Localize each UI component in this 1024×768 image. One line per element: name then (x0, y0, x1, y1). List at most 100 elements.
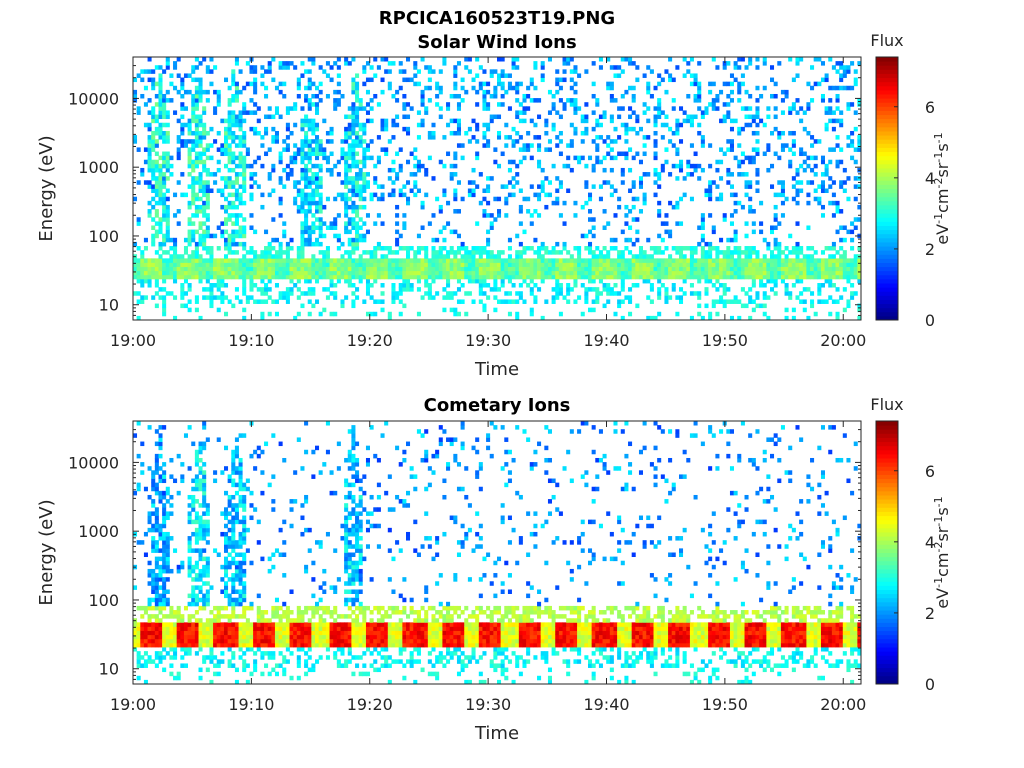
heatmap-cell (606, 262, 611, 267)
heatmap-cell (482, 283, 487, 288)
heatmap-cell (664, 291, 669, 296)
heatmap-cell (486, 241, 491, 247)
heatmap-cell (249, 266, 254, 272)
heatmap-cell (355, 139, 360, 144)
heatmap-cell (464, 311, 469, 317)
heatmap-cell (264, 258, 269, 263)
heatmap-cell (176, 622, 181, 627)
heatmap-cell (318, 89, 323, 95)
heatmap-cell (165, 233, 170, 239)
heatmap-cell (147, 626, 152, 631)
heatmap-cell (158, 573, 163, 578)
heatmap-cell (751, 221, 756, 226)
heatmap-cell (198, 626, 203, 631)
heatmap-cell (824, 274, 829, 280)
heatmap-cell (733, 246, 738, 251)
heatmap-cell (202, 630, 207, 636)
heatmap-cell (194, 622, 199, 627)
heatmap-cell (831, 110, 836, 115)
heatmap-cell (183, 258, 188, 263)
heatmap-cell (216, 270, 221, 276)
heatmap-cell (365, 61, 370, 66)
heatmap-cell (719, 118, 724, 124)
heatmap-cell (304, 274, 309, 280)
heatmap-cell (387, 311, 392, 317)
heatmap-cell (402, 278, 407, 284)
heatmap-cell (143, 246, 148, 251)
heatmap-cell (431, 254, 436, 259)
heatmap-cell (475, 266, 480, 272)
heatmap-cell (791, 196, 796, 202)
heatmap-cell (191, 593, 196, 599)
heatmap-cell (362, 69, 367, 74)
heatmap-cell (333, 283, 338, 288)
heatmap-cell (154, 81, 159, 87)
heatmap-cell (260, 65, 265, 70)
heatmap-cell (194, 548, 199, 553)
heatmap-cell (143, 266, 148, 272)
heatmap-cell (176, 135, 181, 140)
heatmap-cell (471, 270, 476, 276)
heatmap-cell (365, 262, 370, 267)
heatmap-cell (737, 266, 742, 272)
heatmap-cell (555, 270, 560, 276)
heatmap-cell (511, 262, 516, 267)
heatmap-cell (264, 126, 269, 132)
heatmap-cell (311, 196, 316, 202)
heatmap-cell (133, 266, 138, 272)
heatmap-cell (435, 266, 440, 272)
heatmap-cell (325, 159, 330, 165)
heatmap-cell (533, 274, 538, 280)
heatmap-cell (500, 151, 505, 157)
heatmap-cell (205, 266, 210, 272)
heatmap-cell (631, 262, 636, 267)
heatmap-cell (158, 65, 163, 70)
heatmap-cell (613, 73, 618, 78)
heatmap-cell (194, 585, 199, 590)
heatmap-cell (522, 155, 527, 161)
colorbar-segment (876, 151, 898, 157)
heatmap-cell (194, 307, 199, 313)
heatmap-cell (347, 266, 352, 272)
heatmap-cell (424, 192, 429, 198)
heatmap-cell (231, 180, 236, 185)
heatmap-cell (380, 77, 385, 83)
heatmap-cell (471, 254, 476, 259)
heatmap-cell (693, 77, 698, 83)
heatmap-cell (336, 159, 341, 165)
heatmap-cell (828, 176, 833, 181)
heatmap-cell (755, 147, 760, 152)
heatmap-cell (689, 196, 694, 202)
heatmap-cell (679, 262, 684, 267)
heatmap-cell (518, 81, 523, 87)
heatmap-cell (271, 258, 276, 263)
heatmap-cell (311, 102, 316, 107)
heatmap-cell (216, 266, 221, 272)
heatmap-cell (820, 77, 825, 83)
heatmap-cell (158, 490, 163, 496)
heatmap-cell (158, 601, 163, 607)
heatmap-cell (136, 274, 141, 280)
heatmap-cell (198, 536, 203, 541)
heatmap-cell (169, 605, 174, 611)
heatmap-cell (398, 274, 403, 280)
heatmap-cell (158, 254, 163, 259)
heatmap-cell (751, 250, 756, 255)
heatmap-cell (631, 126, 636, 132)
heatmap-cell (737, 126, 742, 132)
heatmap-cell (675, 163, 680, 169)
heatmap-cell (147, 98, 152, 103)
heatmap-cell (493, 283, 498, 288)
heatmap-cell (544, 147, 549, 152)
heatmap-cell (147, 466, 152, 471)
heatmap-cell (347, 258, 352, 263)
heatmap-cell (347, 262, 352, 267)
heatmap-cell (566, 299, 571, 304)
heatmap-cell (194, 139, 199, 144)
heatmap-cell (264, 93, 269, 99)
heatmap-cell (831, 299, 836, 304)
heatmap-cell (416, 270, 421, 276)
heatmap-cell (347, 155, 352, 161)
heatmap-cell (140, 250, 145, 255)
heatmap-cell (205, 531, 210, 537)
